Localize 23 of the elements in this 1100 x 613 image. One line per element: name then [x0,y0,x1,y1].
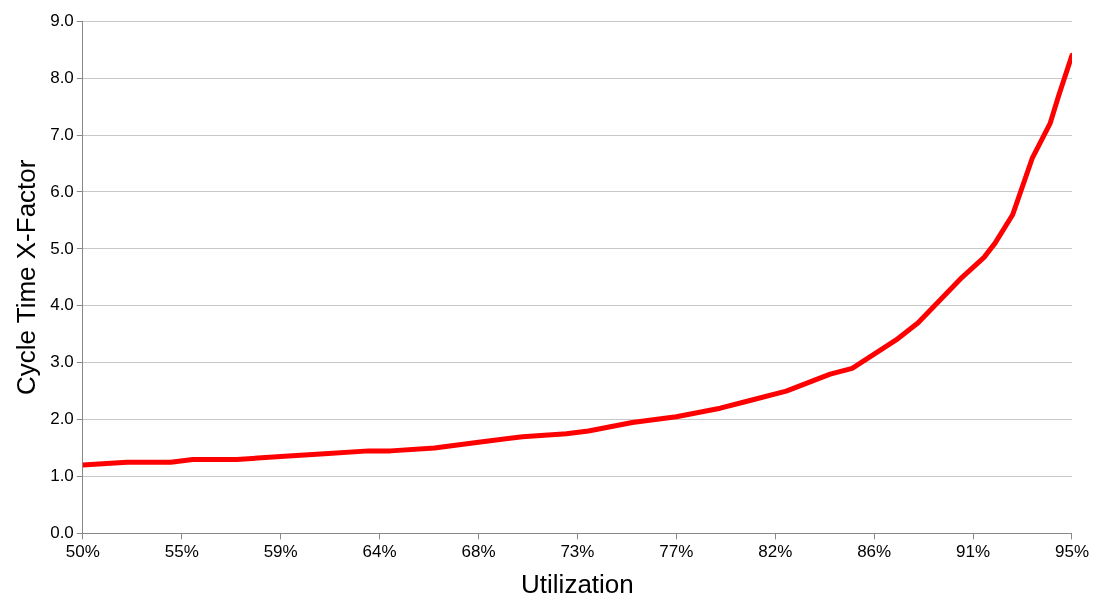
x-tick-label: 73% [560,542,595,562]
y-tick-label: 0.0 [50,523,74,543]
y-tick-label: 5.0 [50,238,74,258]
y-tick-label: 7.0 [50,124,74,144]
y-tick-label: 6.0 [50,181,74,201]
x-tick-label: 77% [659,542,694,562]
y-tick-label: 3.0 [50,352,74,372]
y-tick-label: 9.0 [50,10,74,30]
x-tick-label: 86% [857,542,892,562]
x-tick-label: 82% [758,542,793,562]
y-tick-label: 8.0 [50,67,74,87]
x-tick-label: 50% [65,542,100,562]
x-tick-label: 95% [1054,542,1089,562]
y-axis-title: Cycle Time X-Factor [10,159,41,396]
x-tick-label: 59% [263,542,298,562]
x-tick-label: 68% [461,542,496,562]
x-tick-label: 55% [164,542,199,562]
y-tick-label: 4.0 [50,295,74,315]
x-tick-label: 91% [956,542,991,562]
x-axis-title: Utilization [521,568,634,599]
x-tick-label: 64% [362,542,397,562]
y-tick-label: 2.0 [50,409,74,429]
y-tick-label: 1.0 [50,466,74,486]
